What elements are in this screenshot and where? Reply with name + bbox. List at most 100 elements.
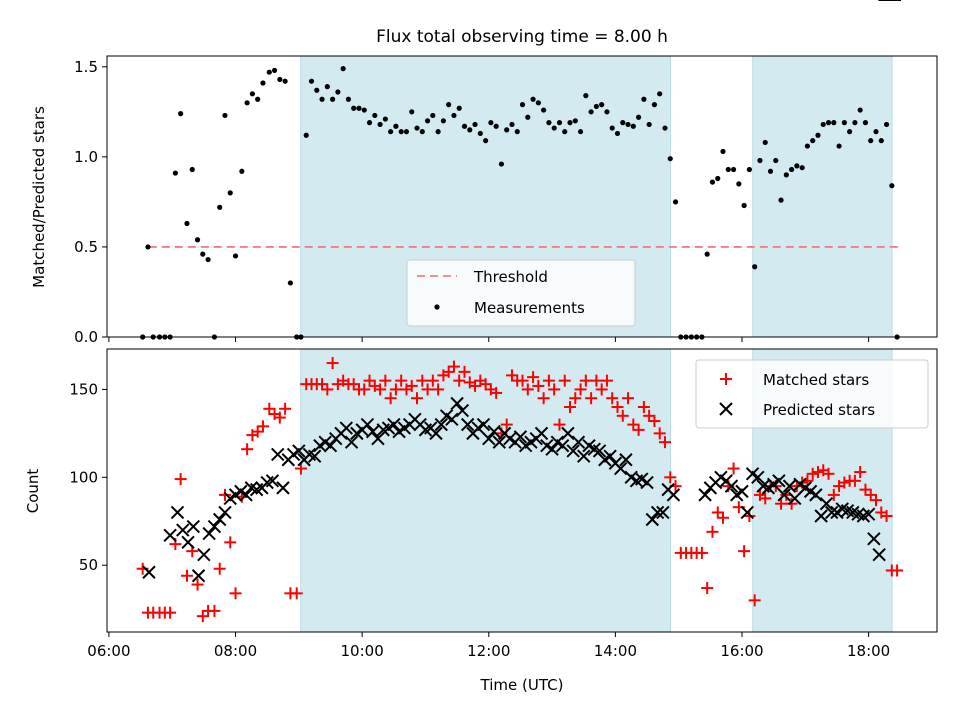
predicted-star-point <box>619 453 633 467</box>
measurement-point <box>599 102 605 108</box>
matched-star-point <box>447 360 460 373</box>
measurement-point <box>614 130 621 137</box>
measurement-point <box>810 138 816 144</box>
measurement-point <box>319 96 325 102</box>
predicted-star-point <box>571 435 586 449</box>
matched-star-point <box>542 374 555 387</box>
measurement-point <box>403 129 410 135</box>
y-tick-label: 1.5 <box>74 58 98 76</box>
predicted-star-point <box>207 519 222 534</box>
predicted-star-point <box>867 532 881 546</box>
matched-star-point <box>579 374 592 387</box>
measurement-point <box>583 93 589 99</box>
predicted-star-point <box>724 479 739 493</box>
matched-star-point <box>600 374 613 387</box>
matched-star-point <box>426 374 439 387</box>
matched-star-point <box>569 392 582 405</box>
matched-star-point <box>395 374 408 387</box>
predicted-star-point <box>202 526 216 541</box>
matched-star-point <box>389 383 402 396</box>
legend-predicted-swatch <box>719 402 733 416</box>
matched-star-point <box>701 582 714 595</box>
bottom-panel: 50 100 150 06:00 08:00 10:00 12:00 14:00 16:00 1… <box>24 0 938 694</box>
matched-star-point <box>622 392 635 405</box>
predicted-star-point <box>492 435 507 449</box>
predicted-star-point <box>740 505 754 520</box>
predicted-star-point <box>271 447 285 462</box>
measurement-point <box>646 121 652 128</box>
predicted-star-point <box>650 505 665 520</box>
top-y-ticks: 0.0 0.5 1.0 1.5 <box>74 58 107 346</box>
measurement-point <box>662 125 668 131</box>
x-tick-label: 18:00 <box>847 642 890 660</box>
measurement-point <box>482 138 489 144</box>
matched-star-point <box>432 383 445 396</box>
top-x-ticks <box>108 337 870 342</box>
measurement-point <box>351 105 357 111</box>
legend-predicted-label: Predicted stars <box>763 401 875 419</box>
matched-star-point <box>196 610 209 623</box>
measurement-point <box>366 120 373 126</box>
matched-star-point <box>548 383 561 396</box>
measurement-point <box>194 237 201 243</box>
matched-star-point <box>208 604 221 617</box>
predicted-star-point <box>197 547 211 562</box>
bottom-x-ticks: 06:00 08:00 10:00 12:00 14:00 16:00 18:00 <box>87 632 890 660</box>
measurement-point <box>588 109 594 115</box>
measurement-point <box>604 109 610 115</box>
measurement-point <box>783 172 789 178</box>
measurement-point <box>873 129 879 135</box>
measurement-point <box>730 166 737 173</box>
matched-star-point <box>453 374 466 387</box>
matched-star-point <box>653 427 666 440</box>
predicted-star-point <box>186 519 201 534</box>
matched-star-point <box>527 371 540 384</box>
measurement-point <box>525 114 531 120</box>
matched-star-point <box>505 369 518 382</box>
matched-star-point <box>358 383 371 396</box>
predicted-star-point <box>772 474 786 488</box>
matched-star-point <box>500 418 513 431</box>
matched-star-point <box>822 467 835 480</box>
predicted-star-point <box>482 431 496 446</box>
measurement-point <box>232 253 239 259</box>
predicted-star-point <box>513 430 528 444</box>
predicted-star-point <box>460 417 475 432</box>
x-tick-label: 06:00 <box>87 642 130 660</box>
bottom-y-axis-label: Count <box>24 469 42 514</box>
matched-star-point <box>218 488 231 501</box>
measurement-point <box>788 166 795 173</box>
measurement-point <box>303 132 309 138</box>
measurement-point <box>356 105 362 111</box>
x-axis-label: Time (UTC) <box>480 676 564 694</box>
measurement-point <box>335 89 341 95</box>
matched-star-point <box>606 392 619 405</box>
measurement-point <box>778 197 784 203</box>
measurement-point <box>519 102 526 108</box>
measurement-point <box>625 121 631 128</box>
matched-star-point <box>363 374 376 387</box>
measurement-point <box>757 157 763 164</box>
matched-star-point <box>532 379 545 392</box>
measurement-point <box>456 105 462 111</box>
measurement-point <box>762 139 768 146</box>
measurement-point <box>667 156 673 162</box>
matched-star-point <box>727 462 740 475</box>
measurement-point <box>852 120 858 126</box>
measurement-point <box>244 100 250 106</box>
measurement-point <box>324 84 330 90</box>
matched-star-point <box>590 374 603 387</box>
predicted-star-point <box>592 444 607 458</box>
predicted-star-point <box>534 426 549 441</box>
matched-star-point <box>574 383 587 396</box>
measurement-point <box>868 138 874 144</box>
matched-star-point <box>273 411 286 424</box>
y-tick-label: 0.0 <box>74 328 98 346</box>
matched-star-point <box>880 509 893 522</box>
measurement-point <box>530 96 536 102</box>
predicted-star-point <box>487 424 501 439</box>
measurement-point <box>862 120 869 126</box>
predicted-star-point <box>735 484 749 499</box>
predicted-star-point <box>814 509 828 523</box>
measurement-point <box>493 123 499 129</box>
